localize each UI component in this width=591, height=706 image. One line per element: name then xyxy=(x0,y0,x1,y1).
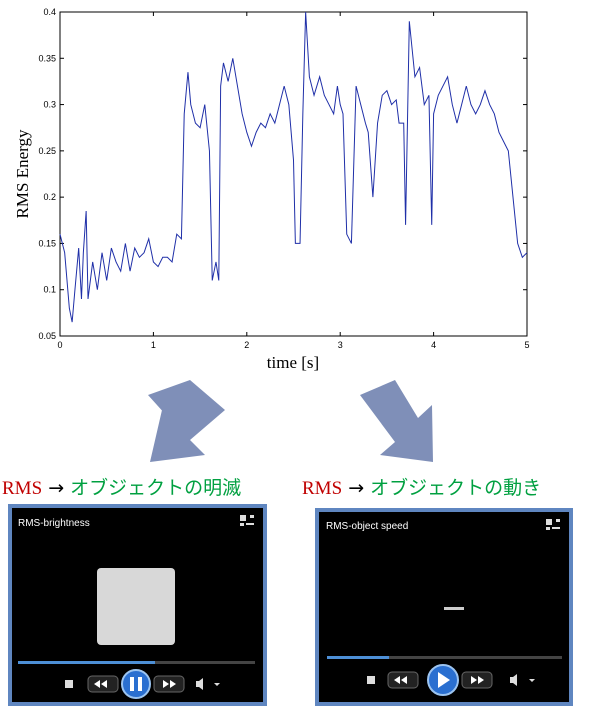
arrow-right xyxy=(360,380,433,462)
moving-object xyxy=(444,607,464,610)
pause-icon xyxy=(130,677,134,691)
x-tick-label: 3 xyxy=(338,340,343,350)
y-tick-label: 0.4 xyxy=(43,7,56,17)
player: RMS-object speed xyxy=(317,510,571,704)
page: RMS Energy time [s] RMS → オブジェクトの明滅 RMS … xyxy=(0,0,591,706)
seek-progress xyxy=(18,661,155,664)
y-tick-label: 0.2 xyxy=(43,192,56,202)
caption-part: RMS xyxy=(302,478,342,499)
caption: RMS → オブジェクトの動き xyxy=(302,476,541,499)
caption-part: オブジェクトの動き xyxy=(370,476,541,499)
x-tick-label: 5 xyxy=(524,340,529,350)
caption-part: RMS xyxy=(2,478,42,499)
y-tick-label: 0.05 xyxy=(38,331,56,341)
x-tick-label: 2 xyxy=(244,340,249,350)
y-tick-label: 0.1 xyxy=(43,285,56,295)
caption-part: → xyxy=(348,477,364,499)
y-tick-label: 0.35 xyxy=(38,53,56,63)
y-tick-label: 0.25 xyxy=(38,146,56,156)
caption-part: → xyxy=(48,477,64,499)
caption: RMS → オブジェクトの明滅 xyxy=(2,476,241,499)
player-title: RMS-brightness xyxy=(18,518,90,529)
y-tick-label: 0.15 xyxy=(38,238,56,248)
player: RMS-brightness xyxy=(10,506,265,704)
x-tick-label: 4 xyxy=(431,340,436,350)
y-axis-label: RMS Energy xyxy=(13,129,32,218)
x-tick-label: 1 xyxy=(151,340,156,350)
video-square xyxy=(97,568,175,645)
y-tick-label: 0.3 xyxy=(43,100,56,110)
x-tick-label: 0 xyxy=(57,340,62,350)
player-title: RMS-object speed xyxy=(326,521,408,532)
seek-progress xyxy=(327,656,389,659)
x-axis-label: time [s] xyxy=(267,353,319,372)
arrow-left xyxy=(148,380,225,462)
stop-button[interactable] xyxy=(367,676,375,684)
pause-icon xyxy=(138,677,142,691)
stop-button[interactable] xyxy=(65,680,73,688)
pause-button[interactable] xyxy=(122,670,150,698)
caption-part: オブジェクトの明滅 xyxy=(70,476,241,499)
